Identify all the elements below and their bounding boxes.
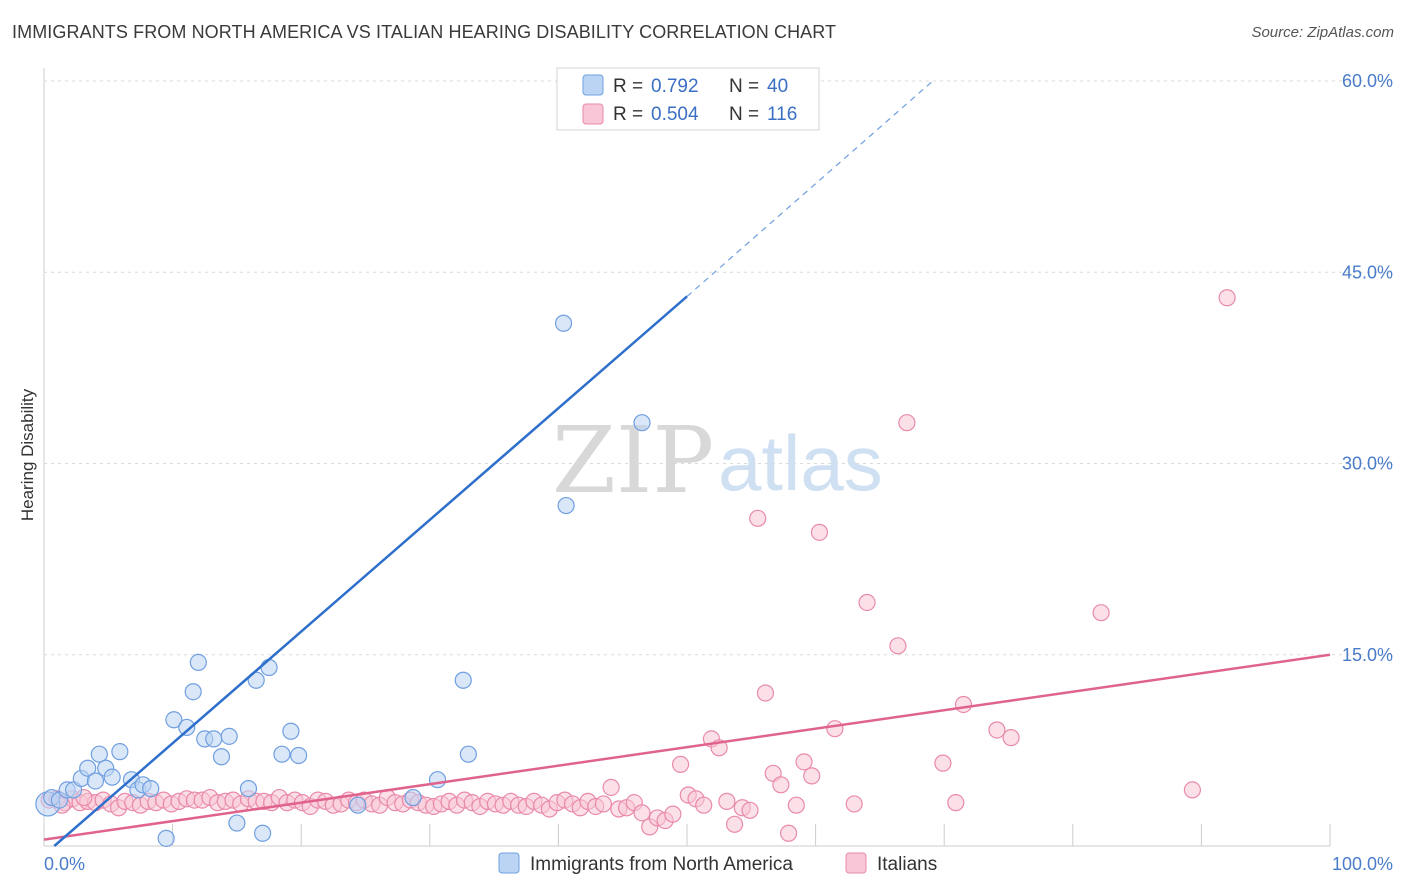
immigrants-point-25 bbox=[228, 814, 246, 832]
immigrants-point-7 bbox=[86, 772, 105, 790]
immigrants-point-6 bbox=[79, 759, 97, 777]
stats-legend: R = 0.792 N = 40 R = 0.504 N = 116 bbox=[556, 67, 820, 131]
y-axis-label: Hearing Disability bbox=[18, 388, 37, 521]
immigrants-point-11 bbox=[111, 743, 129, 761]
italians-point-104 bbox=[889, 637, 907, 655]
watermark: ZIP atlas bbox=[552, 407, 883, 514]
stats-legend-blue-r-value: 0.792 bbox=[651, 76, 699, 97]
immigrants-point-32 bbox=[290, 746, 308, 765]
bottom-legend-pink-swatch bbox=[845, 852, 867, 874]
immigrants-point-23 bbox=[212, 748, 231, 766]
stats-legend-blue-n-value: 40 bbox=[767, 76, 788, 97]
immigrants-point-40 bbox=[633, 414, 651, 432]
immigrants-point-35 bbox=[428, 771, 447, 789]
immigrants-point-31 bbox=[282, 722, 300, 740]
immigrants-point-28 bbox=[254, 824, 272, 842]
y-axis-tick-labels: 15.0% 30.0% 45.0% 60.0% bbox=[1342, 71, 1393, 665]
italians-point-103 bbox=[858, 593, 876, 612]
x-tick-label-min: 0.0% bbox=[44, 854, 85, 874]
stats-legend-blue-n-label: N = bbox=[729, 76, 759, 97]
source-label: Source: ZipAtlas.com bbox=[1251, 24, 1394, 41]
italians-point-92 bbox=[749, 509, 767, 527]
italians-point-97 bbox=[787, 796, 805, 814]
immigrants-point-18 bbox=[178, 718, 196, 737]
italians-point-106 bbox=[934, 754, 952, 772]
bottom-legend-pink-label: Italians bbox=[877, 854, 937, 875]
italians-point-105 bbox=[898, 414, 916, 432]
watermark-zip: ZIP bbox=[552, 407, 714, 514]
stats-legend-pink-r-value: 0.504 bbox=[651, 104, 699, 125]
italians-point-102 bbox=[845, 795, 863, 813]
immigrants-point-39 bbox=[557, 496, 575, 515]
stats-legend-blue-r-label: R = bbox=[613, 76, 643, 97]
immigrants-point-16 bbox=[157, 829, 175, 847]
italians-point-95 bbox=[772, 776, 790, 794]
italians-point-99 bbox=[803, 767, 821, 785]
italians-trend-line bbox=[43, 653, 1331, 841]
italians-point-108 bbox=[954, 695, 973, 714]
chart-title: IMMIGRANTS FROM NORTH AMERICA VS ITALIAN… bbox=[12, 22, 837, 42]
x-tick-label-max: 100.0% bbox=[1332, 854, 1393, 874]
immigrants-point-20 bbox=[189, 653, 207, 672]
italians-point-93 bbox=[756, 684, 775, 702]
italians-point-112 bbox=[1183, 781, 1201, 799]
gridlines bbox=[43, 68, 1395, 846]
italians-point-111 bbox=[1092, 604, 1110, 622]
stats-legend-pink-swatch bbox=[582, 103, 604, 125]
immigrants-point-10 bbox=[103, 768, 121, 786]
stats-legend-pink-r-label: R = bbox=[613, 104, 643, 125]
immigrants-point-24 bbox=[220, 727, 238, 745]
italians-point-107 bbox=[947, 794, 965, 812]
y-tick-label-2: 45.0% bbox=[1342, 262, 1393, 282]
italians-point-98 bbox=[795, 753, 813, 771]
italians-point-110 bbox=[1002, 729, 1020, 747]
immigrants-point-17 bbox=[165, 711, 183, 729]
italians-point-89 bbox=[725, 815, 744, 833]
italians-point-88 bbox=[718, 792, 736, 810]
immigrants-point-8 bbox=[90, 745, 108, 763]
watermark-atlas: atlas bbox=[718, 419, 883, 507]
italians-point-82 bbox=[671, 755, 690, 774]
italians-point-72 bbox=[594, 795, 613, 813]
bottom-legend-blue-label: Immigrants from North America bbox=[530, 854, 793, 875]
italians-point-85 bbox=[695, 796, 713, 814]
immigrants-point-26 bbox=[239, 780, 258, 798]
stats-legend-pink-n-label: N = bbox=[729, 104, 759, 125]
stats-legend-pink-n-value: 116 bbox=[767, 104, 797, 125]
immigrants-point-30 bbox=[273, 745, 291, 763]
x-axis-ticks bbox=[43, 824, 1331, 847]
stats-legend-blue-swatch bbox=[582, 74, 604, 96]
italians-point-96 bbox=[779, 824, 798, 842]
immigrants-point-36 bbox=[454, 671, 472, 689]
italians-point-81 bbox=[664, 805, 682, 823]
immigrants-point-22 bbox=[205, 730, 223, 748]
immigrants-point-15 bbox=[142, 780, 160, 798]
italians-point-100 bbox=[810, 523, 829, 541]
immigrants-point-19 bbox=[184, 683, 202, 701]
italians-point-113 bbox=[1218, 289, 1236, 307]
immigrants-trend-line bbox=[53, 295, 688, 847]
bottom-legend: Immigrants from North America Italians bbox=[498, 852, 937, 875]
y-tick-label-1: 30.0% bbox=[1342, 454, 1393, 474]
italians-point-73 bbox=[602, 778, 620, 796]
bottom-legend-blue-swatch bbox=[498, 852, 520, 874]
immigrants-point-38 bbox=[554, 314, 573, 332]
italians-point-77 bbox=[633, 804, 651, 822]
y-tick-label-0: 15.0% bbox=[1342, 645, 1393, 665]
immigrants-point-34 bbox=[404, 788, 422, 807]
trend-lines bbox=[43, 81, 1331, 847]
immigrants-point-29 bbox=[260, 658, 278, 677]
immigrants-point-37 bbox=[459, 745, 477, 763]
immigrants-point-33 bbox=[349, 796, 367, 814]
italians-point-101 bbox=[826, 720, 844, 738]
italians-point-91 bbox=[741, 801, 759, 819]
y-tick-label-3: 60.0% bbox=[1342, 71, 1393, 91]
italians-point-109 bbox=[988, 721, 1006, 739]
